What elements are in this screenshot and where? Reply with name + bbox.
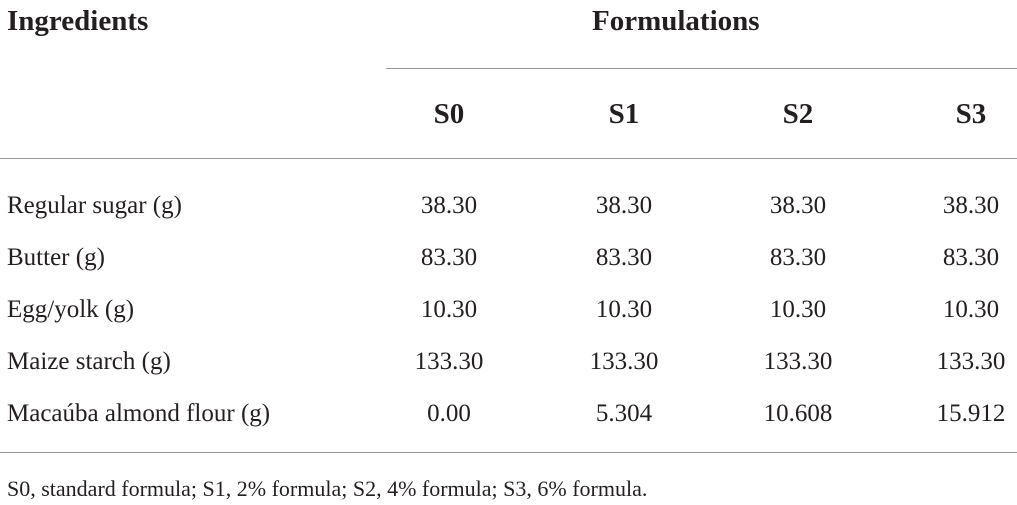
cell-s0: 133.30: [414, 348, 484, 375]
column-header-s3: S3: [955, 98, 987, 130]
row-label: Regular sugar (g): [7, 192, 182, 219]
cell-s1: 133.30: [589, 348, 659, 375]
cell-s3: 133.30: [936, 348, 1006, 375]
header-bottom-rule: [0, 158, 1017, 159]
cell-s0: 10.30: [420, 296, 478, 323]
formulations-rule: [386, 68, 1017, 69]
cell-s1: 5.304: [595, 400, 653, 427]
cell-s2: 10.608: [763, 400, 833, 427]
cell-s2: 38.30: [769, 192, 827, 219]
column-header-s2: S2: [782, 98, 814, 130]
cell-s0: 0.00: [427, 400, 471, 427]
column-header-s0: S0: [433, 98, 465, 130]
cell-s0: 83.30: [420, 244, 478, 271]
ingredients-header: Ingredients: [7, 5, 149, 37]
cell-s3: 83.30: [942, 244, 1000, 271]
table-bottom-rule: [0, 452, 1017, 453]
cell-s1: 83.30: [595, 244, 653, 271]
row-label: Butter (g): [7, 244, 105, 271]
formulations-header: Formulations: [592, 5, 760, 37]
cell-s3: 10.30: [942, 296, 1000, 323]
table-footnote: S0, standard formula; S1, 2% formula; S2…: [7, 476, 648, 501]
row-label: Maize starch (g): [7, 348, 171, 375]
cell-s3: 38.30: [942, 192, 1000, 219]
cell-s1: 38.30: [595, 192, 653, 219]
row-label: Macaúba almond flour (g): [7, 400, 271, 427]
cell-s2: 133.30: [763, 348, 833, 375]
cell-s0: 38.30: [420, 192, 478, 219]
cell-s2: 83.30: [769, 244, 827, 271]
column-header-s1: S1: [608, 98, 640, 130]
cell-s3: 15.912: [936, 400, 1006, 427]
cell-s1: 10.30: [595, 296, 653, 323]
cell-s2: 10.30: [769, 296, 827, 323]
row-label: Egg/yolk (g): [7, 296, 135, 323]
